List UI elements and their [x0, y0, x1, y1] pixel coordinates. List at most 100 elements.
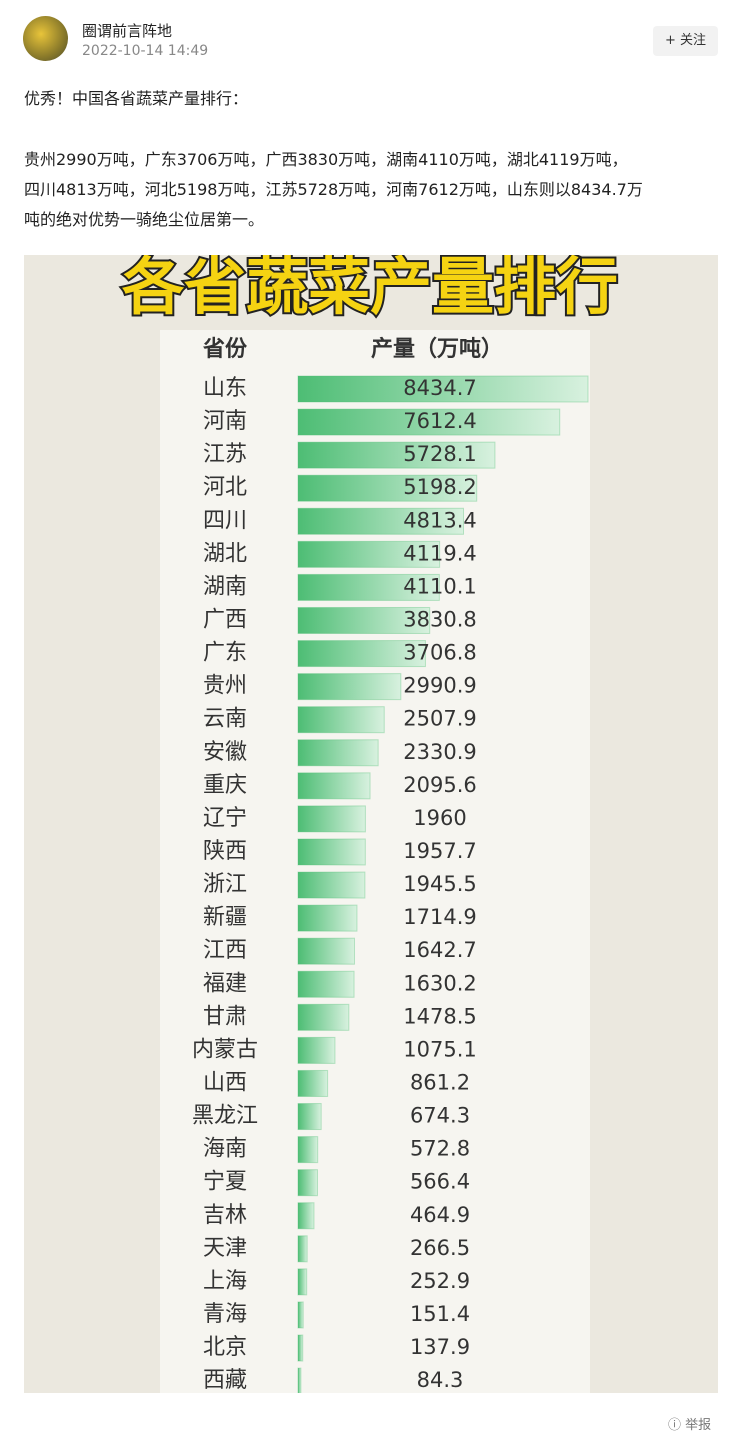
bar [297, 640, 426, 668]
category-label: 贵州 [203, 674, 247, 699]
category-label: 湖南 [203, 574, 247, 599]
category-label: 海南 [203, 1137, 247, 1162]
bar [297, 1003, 350, 1031]
value-label: 266.5 [410, 1236, 470, 1260]
value-label: 1714.9 [403, 905, 476, 929]
category-label: 甘肃 [203, 1004, 247, 1029]
category-label: 北京 [203, 1335, 247, 1360]
category-label: 福建 [203, 971, 247, 996]
value-label: 1642.7 [403, 938, 476, 962]
category-label: 重庆 [203, 773, 247, 798]
bar [297, 540, 441, 568]
category-label: 云南 [203, 707, 247, 732]
category-header: 省份 [202, 337, 248, 362]
bar [297, 904, 358, 932]
bar [297, 838, 366, 866]
category-label: 安徽 [203, 740, 247, 765]
body-line: 贵州2990万吨，广东3706万吨，广西3830万吨，湖南4110万吨，湖北41… [24, 150, 628, 169]
category-label: 陕西 [203, 839, 247, 864]
bar [297, 1235, 308, 1263]
value-label: 2990.9 [403, 674, 476, 698]
value-label: 1075.1 [403, 1037, 476, 1061]
bar [297, 507, 464, 535]
bar [297, 1301, 304, 1329]
bar [297, 937, 355, 965]
bar [297, 871, 366, 899]
category-label: 广西 [203, 607, 247, 632]
bar [297, 375, 589, 403]
value-label: 252.9 [410, 1269, 470, 1293]
value-label: 4119.4 [403, 541, 476, 565]
avatar [23, 16, 68, 61]
value-label: 3830.8 [403, 607, 476, 631]
value-label: 1630.2 [403, 971, 476, 995]
bar [297, 673, 402, 701]
category-label: 吉林 [203, 1203, 247, 1228]
value-label: 674.3 [410, 1104, 470, 1128]
bar [297, 441, 496, 469]
category-label: 宁夏 [203, 1170, 247, 1195]
value-label: 3706.8 [403, 641, 476, 665]
category-label: 四川 [203, 508, 247, 533]
chart-title: 各省蔬菜产量排行 [122, 255, 618, 323]
bar [297, 1334, 304, 1362]
body-line: 吨的绝对优势一骑绝尘位居第一。 [24, 210, 265, 229]
body-line: 四川4813万吨，河北5198万吨，江苏5728万吨，河南7612万吨，山东则以… [24, 180, 643, 199]
category-label: 浙江 [203, 872, 247, 897]
value-label: 861.2 [410, 1070, 470, 1094]
category-label: 山东 [203, 376, 247, 401]
chart-image: 各省蔬菜产量排行 省份 产量（万吨） 山东 8434.7 河南 7612.4 江苏 572… [24, 255, 718, 1393]
category-label: 河南 [203, 409, 247, 434]
bar [297, 772, 371, 800]
bar [297, 1169, 318, 1197]
category-label: 天津 [203, 1236, 247, 1261]
value-label: 151.4 [410, 1302, 470, 1326]
value-label: 8434.7 [403, 376, 476, 400]
bar [297, 739, 379, 767]
bar [297, 606, 431, 634]
value-label: 137.9 [410, 1335, 470, 1359]
follow-button[interactable]: + 关注 [653, 26, 718, 56]
value-label: 4110.1 [403, 574, 476, 598]
category-label: 新疆 [203, 905, 247, 930]
report-label: 举报 [685, 1418, 712, 1433]
bar [297, 1103, 322, 1131]
category-label: 河北 [203, 475, 247, 500]
bar [297, 1202, 315, 1230]
category-label: 黑龙江 [192, 1104, 258, 1129]
category-label: 上海 [203, 1269, 247, 1294]
value-label: 84.3 [417, 1368, 464, 1392]
value-label: 5198.2 [403, 475, 476, 499]
value-label: 572.8 [410, 1137, 470, 1161]
bar [297, 805, 366, 833]
report-button[interactable]: ⓘ 举报 [668, 1418, 712, 1433]
value-label: 464.9 [410, 1203, 470, 1227]
value-label: 2330.9 [403, 740, 476, 764]
category-label: 广东 [203, 641, 247, 666]
category-label: 青海 [203, 1302, 247, 1327]
value-label: 2095.6 [403, 773, 476, 797]
value-label: 4813.4 [403, 508, 476, 532]
bar [297, 1036, 336, 1064]
category-label: 江西 [203, 938, 247, 963]
post-time: 2022-10-14 14:49 [82, 43, 209, 59]
bar [297, 970, 355, 998]
category-label: 内蒙古 [192, 1037, 258, 1062]
value-label: 7612.4 [403, 409, 476, 433]
category-label: 西藏 [203, 1368, 247, 1393]
category-label: 辽宁 [203, 806, 247, 831]
value-label: 1945.5 [403, 872, 476, 896]
category-label: 山西 [203, 1070, 247, 1095]
value-label: 566.4 [410, 1170, 470, 1194]
bar [297, 474, 478, 502]
intro-text: 优秀！中国各省蔬菜产量排行： [24, 89, 249, 108]
value-header: 产量（万吨） [371, 337, 503, 362]
category-label: 江苏 [203, 442, 247, 467]
author: 圈谓前言阵地 [82, 22, 173, 40]
bar [297, 1367, 302, 1393]
bar [297, 573, 440, 601]
table-panel [160, 330, 590, 1393]
value-label: 5728.1 [403, 442, 476, 466]
